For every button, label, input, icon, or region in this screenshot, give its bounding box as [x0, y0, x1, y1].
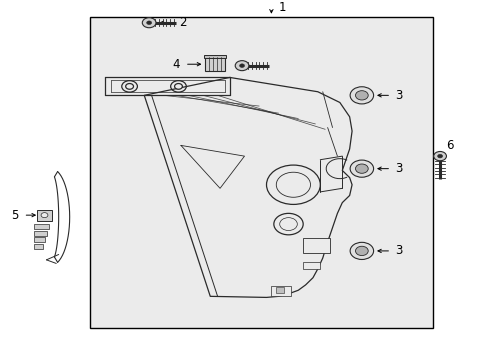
Circle shape: [279, 218, 297, 230]
Bar: [205, 58, 224, 71]
Bar: [34, 231, 47, 236]
Circle shape: [174, 84, 182, 89]
Circle shape: [146, 21, 151, 24]
Circle shape: [355, 246, 367, 256]
Bar: [90, 17, 432, 328]
Bar: [303, 238, 329, 253]
Circle shape: [433, 152, 446, 161]
Circle shape: [355, 91, 367, 100]
Bar: [204, 55, 225, 58]
Bar: [34, 244, 43, 249]
Text: 1: 1: [278, 1, 285, 14]
Circle shape: [349, 242, 373, 260]
Text: 3: 3: [394, 244, 402, 257]
Text: 3: 3: [394, 89, 402, 102]
Text: 6: 6: [445, 139, 452, 152]
Circle shape: [349, 160, 373, 177]
Circle shape: [349, 87, 373, 104]
Circle shape: [437, 154, 442, 158]
Circle shape: [239, 64, 244, 67]
Circle shape: [355, 164, 367, 173]
Bar: [34, 237, 45, 242]
Text: 2: 2: [179, 16, 186, 29]
Circle shape: [125, 84, 133, 89]
Text: 5: 5: [11, 209, 19, 222]
Circle shape: [276, 172, 310, 197]
Bar: [303, 262, 320, 269]
Bar: [37, 210, 52, 221]
Circle shape: [142, 18, 156, 28]
Bar: [271, 285, 290, 296]
Text: 4: 4: [172, 58, 180, 71]
Circle shape: [235, 60, 248, 71]
Bar: [276, 287, 284, 293]
Circle shape: [41, 213, 48, 218]
Bar: [34, 224, 49, 229]
Text: 3: 3: [394, 162, 402, 175]
